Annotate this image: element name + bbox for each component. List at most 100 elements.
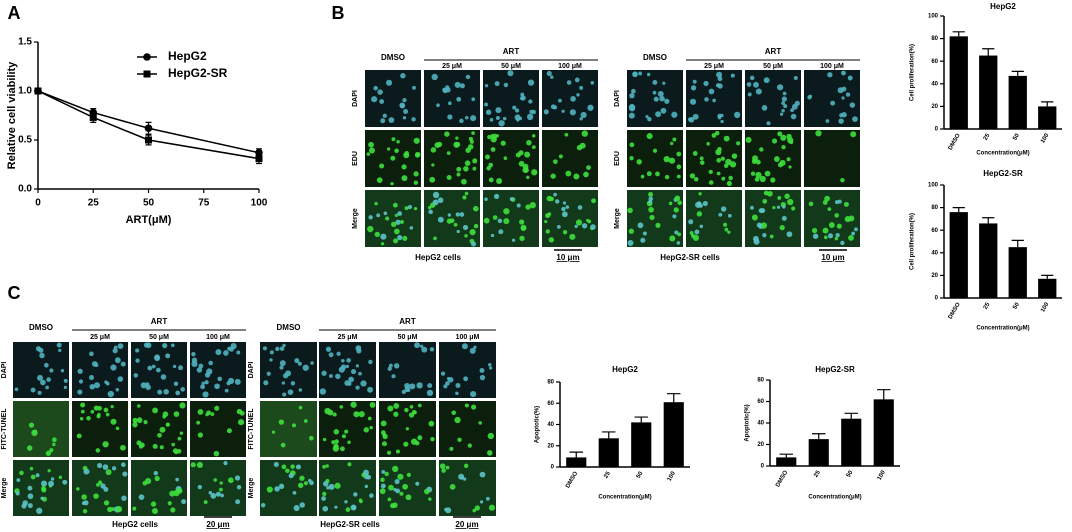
cell — [779, 224, 785, 231]
cell — [414, 342, 420, 349]
bar — [1038, 106, 1057, 129]
cell — [553, 105, 558, 110]
cell — [478, 421, 482, 425]
cell — [736, 141, 741, 146]
cell — [91, 361, 98, 367]
cell — [708, 88, 715, 95]
cell — [808, 201, 814, 207]
cell — [173, 381, 179, 387]
cell — [112, 348, 118, 354]
cell — [309, 480, 314, 486]
cell — [484, 83, 489, 88]
cell — [759, 147, 764, 152]
cell — [133, 373, 139, 378]
cell — [566, 80, 572, 85]
cell — [410, 438, 418, 445]
cell — [751, 214, 758, 221]
cell — [565, 170, 572, 177]
cell — [758, 208, 764, 214]
cell — [646, 133, 653, 140]
cell — [586, 165, 591, 170]
error-bar — [1041, 274, 1054, 279]
marker — [34, 87, 42, 95]
cell — [347, 381, 352, 386]
cell — [755, 88, 762, 95]
x-tick-label: 0 — [35, 198, 41, 209]
y-tick-label: 80 — [547, 380, 554, 386]
cell — [569, 233, 576, 240]
cell — [708, 169, 713, 175]
cell — [321, 496, 326, 501]
cell — [455, 391, 459, 396]
cell — [498, 120, 505, 127]
x-tick-label: 100 — [667, 470, 678, 482]
cell — [404, 407, 409, 413]
cell — [794, 100, 800, 106]
cell — [577, 205, 583, 210]
cell — [373, 85, 378, 91]
row-label: Merge — [248, 478, 255, 499]
cell — [462, 224, 469, 231]
cell — [512, 105, 517, 110]
cell — [367, 416, 372, 421]
cell — [110, 364, 117, 371]
cell — [699, 224, 704, 229]
x-tick-label: 25 — [603, 470, 612, 479]
cell — [688, 219, 694, 225]
cell — [459, 83, 465, 89]
cell — [676, 151, 682, 157]
cell — [145, 384, 151, 391]
cell — [503, 82, 509, 88]
cell — [830, 100, 836, 106]
x-tick-label: DMSO — [948, 133, 962, 152]
cell — [103, 407, 109, 413]
cell — [196, 420, 201, 425]
cell — [387, 497, 392, 502]
cell — [516, 203, 521, 208]
cell — [208, 360, 213, 366]
dmso-label: DMSO — [277, 323, 301, 332]
error-bar — [952, 207, 965, 213]
cell — [436, 141, 443, 147]
y-tick-label: 0.0 — [18, 184, 32, 195]
cell — [787, 198, 794, 206]
cell — [405, 427, 409, 431]
cell — [215, 349, 222, 356]
cell — [436, 103, 440, 108]
cell — [217, 376, 223, 382]
error-bar — [952, 31, 965, 37]
cell — [282, 343, 286, 348]
y-tick-label: 0 — [935, 127, 939, 133]
cell — [178, 365, 183, 371]
cell — [40, 496, 44, 501]
cell — [437, 216, 444, 223]
cell — [383, 211, 388, 216]
x-tick-label: 75 — [198, 198, 210, 209]
dose-label: 100 μM — [206, 334, 230, 341]
cell — [170, 507, 176, 513]
cell — [176, 487, 183, 494]
cell — [282, 392, 287, 397]
cell — [461, 343, 468, 350]
cell — [752, 155, 759, 162]
x-tick-label: 100 — [1040, 301, 1051, 313]
error-bar — [667, 393, 681, 403]
cell — [387, 147, 391, 151]
cell — [515, 152, 521, 158]
cell — [791, 206, 796, 211]
cell — [394, 478, 400, 485]
cell — [485, 109, 492, 115]
cell — [376, 177, 383, 183]
cell — [394, 363, 400, 369]
cell — [213, 478, 217, 482]
cell — [447, 213, 452, 217]
dose-label: 50 μM — [763, 63, 783, 70]
cell — [564, 132, 569, 137]
cell — [206, 368, 213, 375]
cell — [156, 367, 161, 373]
cell — [714, 130, 720, 136]
cell — [392, 202, 398, 208]
cell — [723, 135, 730, 142]
cell — [347, 462, 352, 467]
cell — [416, 382, 423, 389]
